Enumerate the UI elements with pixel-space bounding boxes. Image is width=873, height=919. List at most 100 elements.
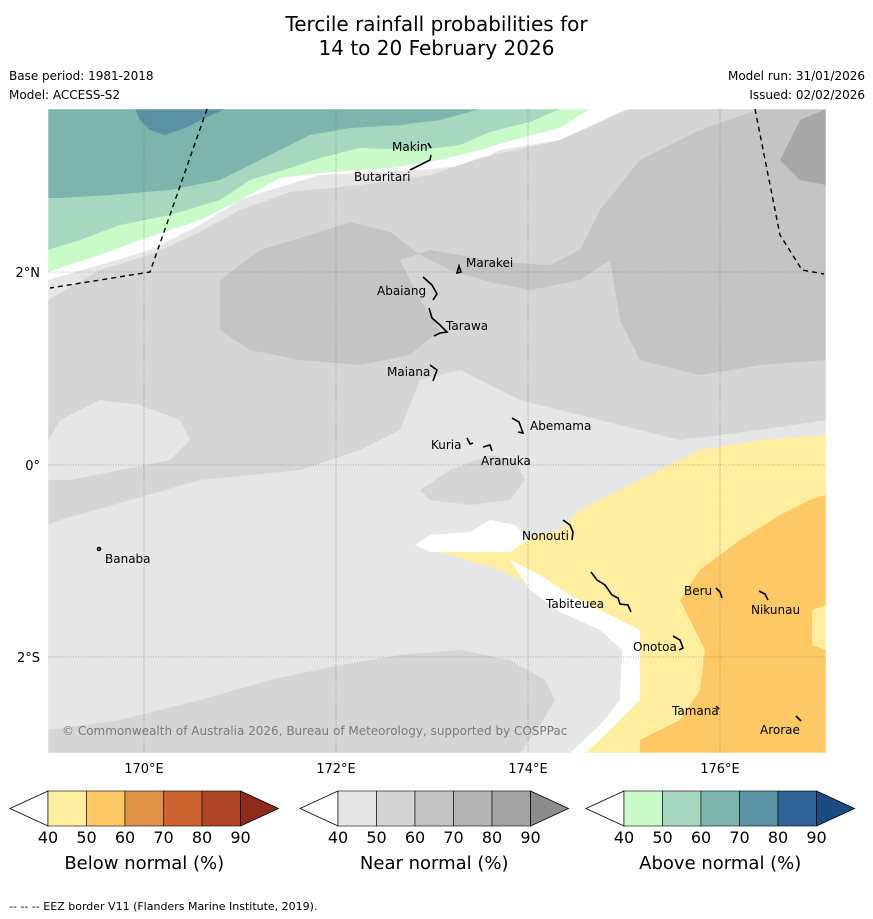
lon-label-176: 176°E: [700, 762, 740, 777]
below-normal-colorbar-segment: [163, 790, 203, 827]
near-normal-colorbar-tick: 60: [405, 828, 425, 847]
near-normal-colorbar-tick: 50: [366, 828, 386, 847]
above-normal-colorbar-tick: 90: [806, 828, 826, 847]
island-abaiang: [422, 276, 438, 301]
eez-border-east: [754, 108, 825, 275]
below-normal-colorbar-high-arrow: [240, 790, 280, 827]
below-normal-colorbar-tick: 70: [153, 828, 173, 847]
below-normal-colorbar-low-arrow: [9, 790, 49, 827]
lon-axis: 170°E 172°E 174°E 176°E: [124, 762, 740, 777]
meta-right: Model run: 31/01/2026 Issued: 02/02/2026: [728, 67, 865, 105]
near-normal-70-80-area: [780, 109, 826, 185]
near-normal-colorbar-tick: 80: [482, 828, 502, 847]
island-kuria: [466, 437, 474, 445]
model-run: Model run: 31/01/2026: [727, 69, 865, 83]
above-normal-colorbar-segment: [662, 790, 702, 827]
island-onotoa: [672, 635, 685, 651]
island-tabiteuea: [590, 571, 632, 613]
plot-frame: [47, 108, 827, 754]
label-abemama: Abemama: [530, 419, 591, 433]
label-tabiteuea: Tabiteuea: [545, 597, 604, 611]
label-kuria: Kuria: [431, 438, 462, 452]
below-normal-colorbar-tick: 50: [76, 828, 96, 847]
below-normal-50-60-area: [640, 495, 826, 753]
copyright-notice: © Commonwealth of Australia 2026, Bureau…: [62, 724, 568, 738]
above-normal-colorbar-title: Above normal (%): [639, 853, 801, 874]
label-arorae: Arorae: [760, 723, 800, 737]
base-period: Base period: 1981-2018: [9, 69, 154, 83]
near-normal-colorbar-segment: [414, 790, 454, 827]
lon-label-172: 172°E: [316, 762, 356, 777]
island-nonouti: [562, 519, 574, 541]
below-normal-colorbar-segment: [124, 790, 164, 827]
above-normal-colorbar-segment: [700, 790, 740, 827]
lat-label-2n: 2°N: [16, 266, 41, 281]
above-normal-colorbar-low-arrow: [585, 790, 625, 827]
island-arorae: [795, 715, 802, 722]
near-normal-colorbar-segment: [453, 790, 493, 827]
near-normal-light-pocket: [48, 400, 190, 480]
label-maiana: Maiana: [387, 365, 430, 379]
below-normal-colorbar-segment: [86, 790, 126, 827]
island-tarawa: [428, 307, 449, 337]
near-normal-colorbar-segment: [376, 790, 416, 827]
below-normal-colorbar-tick: 90: [230, 828, 250, 847]
eez-border-west: [49, 108, 208, 289]
label-marakei: Marakei: [466, 256, 513, 270]
eez-border: [49, 108, 825, 289]
title-line-2: 14 to 20 February 2026: [318, 36, 555, 60]
above-normal-colorbar-segment: [623, 790, 663, 827]
footnote: -- -- -- EEZ border V11 (Flanders Marine…: [9, 900, 318, 913]
below-normal-colorbar-tick: 60: [115, 828, 135, 847]
near-normal-pocket-2: [420, 455, 525, 505]
label-nonouti: Nonouti: [522, 529, 569, 543]
label-nikunau: Nikunau: [751, 603, 800, 617]
colorbars: 40 50 60 70 80 90 Below normal (%) 40 50 60 70 80 90…: [9, 790, 856, 874]
meta-left: Base period: 1981-2018 Model: ACCESS-S2: [9, 67, 154, 105]
above-normal-colorbar-tick: 40: [614, 828, 634, 847]
below-normal-pocket: [812, 605, 826, 650]
near-normal-colorbar-tick: 90: [520, 828, 540, 847]
below-normal-colorbar-title: Below normal (%): [64, 853, 224, 874]
island-aranuka: [482, 444, 493, 452]
lat-label-0: 0°: [25, 459, 40, 474]
below-normal-colorbar: 40 50 60 70 80 90 Below normal (%): [9, 790, 280, 874]
island-nikunau: [758, 590, 769, 601]
near-normal-colorbar-low-arrow: [299, 790, 339, 827]
near-normal-colorbar-tick: 70: [443, 828, 463, 847]
below-normal-colorbar-segment: [47, 790, 87, 827]
label-abaiang: Abaiang: [377, 284, 426, 298]
near-normal-colorbar-segment: [337, 790, 377, 827]
near-normal-colorbar-title: Near normal (%): [360, 853, 509, 874]
lon-label-170: 170°E: [124, 762, 164, 777]
label-onotoa: Onotoa: [633, 640, 677, 654]
below-normal-colorbar-segment: [201, 790, 241, 827]
above-normal-colorbar: 40 50 60 70 80 90 Above normal (%): [585, 790, 856, 874]
lat-axis: 2°N 0° 2°S: [16, 266, 41, 666]
title-line-1: Tercile rainfall probabilities for: [285, 12, 588, 36]
island-marakei: [455, 263, 463, 275]
island-beru: [715, 587, 723, 599]
near-normal-60-70-area: [220, 109, 826, 375]
near-normal-south-area: [48, 650, 555, 753]
model-name: Model: ACCESS-S2: [9, 88, 121, 102]
near-normal-colorbar-tick: 40: [328, 828, 348, 847]
above-normal-colorbar-tick: 70: [729, 828, 749, 847]
island-makin: [427, 142, 432, 149]
above-normal-colorbar-segment: [777, 790, 817, 827]
island-maiana: [429, 364, 438, 382]
lat-label-2s: 2°S: [17, 651, 40, 666]
island-banaba: [96, 546, 102, 552]
place-labels: Makin Butaritari Marakei Abaiang Tarawa …: [105, 140, 800, 737]
above-normal-colorbar-segment: [739, 790, 779, 827]
label-banaba: Banaba: [105, 552, 151, 566]
issued-date: Issued: 02/02/2026: [749, 88, 865, 102]
label-beru: Beru: [684, 584, 712, 598]
page-title: Tercile rainfall probabilities for 14 to…: [0, 12, 873, 60]
island-abemama: [511, 417, 525, 435]
below-normal-colorbar-tick: 80: [192, 828, 212, 847]
lon-label-174: 174°E: [508, 762, 548, 777]
graticule: [48, 109, 826, 753]
above-normal-70-80-area: [135, 109, 225, 135]
